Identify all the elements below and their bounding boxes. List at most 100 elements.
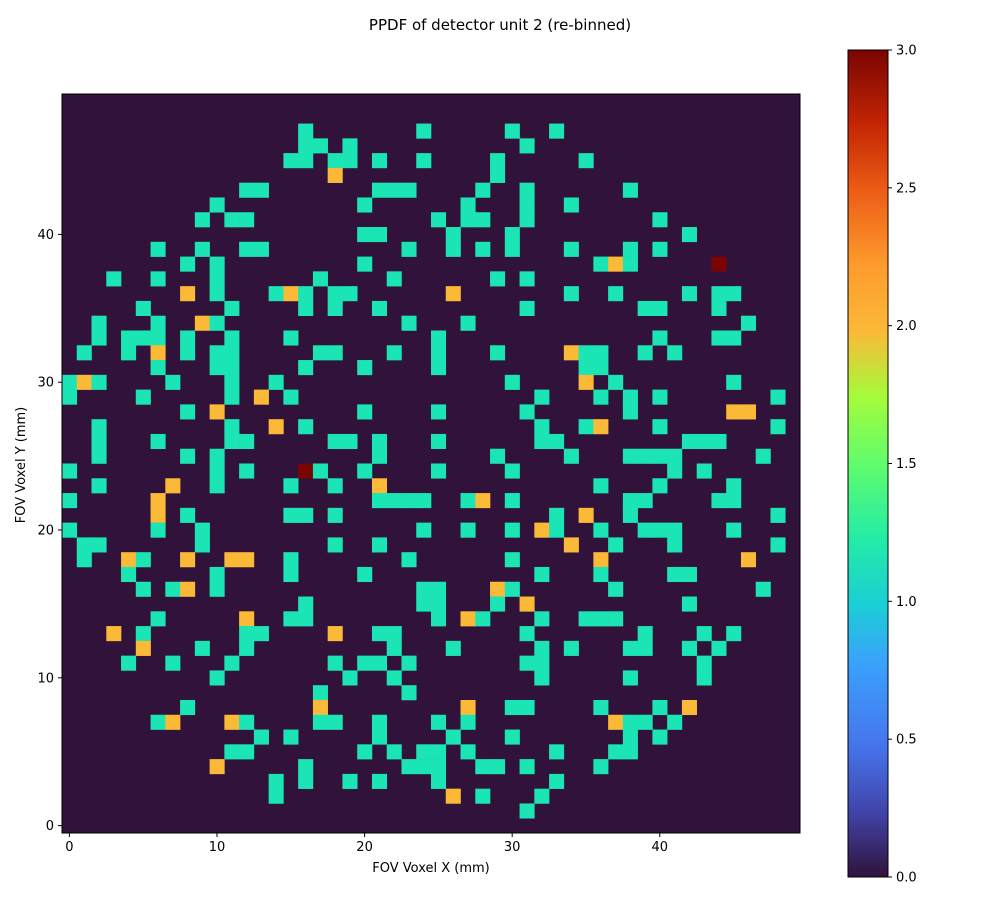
heatmap-cell — [504, 374, 520, 390]
heatmap-cell — [652, 419, 668, 435]
heatmap-cell — [445, 241, 461, 257]
heatmap-cell — [150, 522, 166, 538]
heatmap-cell — [637, 522, 653, 538]
heatmap-cell — [681, 433, 697, 450]
heatmap-cell — [150, 241, 166, 257]
heatmap-cell — [327, 714, 343, 730]
heatmap-cell — [490, 596, 506, 612]
colorbar-tick-label: 2.5 — [896, 181, 917, 196]
heatmap-cell — [224, 552, 240, 568]
heatmap-cell — [283, 566, 299, 583]
heatmap-cell — [519, 699, 535, 716]
heatmap-cell — [519, 197, 535, 213]
heatmap-cell — [224, 330, 240, 346]
heatmap-cell — [298, 138, 314, 154]
heatmap-cell — [327, 300, 343, 316]
heatmap-cell — [755, 448, 771, 464]
heatmap-cell — [504, 522, 520, 538]
heatmap-cell — [622, 507, 638, 523]
heatmap-cell — [534, 788, 550, 804]
heatmap-cell — [312, 714, 328, 730]
heatmap-cell — [770, 537, 786, 553]
heatmap-cell — [726, 404, 742, 420]
heatmap-cell — [622, 640, 638, 656]
heatmap-cell — [431, 404, 447, 420]
heatmap-cell — [401, 182, 417, 198]
heatmap-cell — [726, 522, 742, 538]
heatmap-cell — [209, 581, 225, 597]
heatmap-cell — [593, 522, 609, 538]
heatmap-cell — [622, 744, 638, 760]
heatmap-cell — [91, 419, 107, 435]
heatmap-cell — [239, 611, 255, 627]
heatmap-cell — [135, 330, 151, 346]
heatmap-cell — [504, 493, 520, 509]
heatmap-cell — [445, 640, 461, 656]
heatmap-cell — [342, 433, 358, 450]
heatmap-cell — [135, 389, 151, 405]
heatmap-cell — [165, 374, 181, 390]
heatmap-cell — [209, 286, 225, 302]
heatmap-cell — [431, 773, 447, 789]
heatmap-cell — [681, 227, 697, 243]
heatmap-cell — [239, 463, 255, 479]
heatmap-cell — [386, 493, 402, 509]
heatmap-cell — [194, 522, 210, 538]
heatmap-cell — [681, 596, 697, 612]
heatmap-cell — [667, 448, 683, 464]
heatmap-cell — [770, 389, 786, 405]
heatmap-cell — [342, 670, 358, 686]
heatmap-cell — [401, 685, 417, 701]
heatmap-cell — [608, 537, 624, 553]
heatmap-cell — [637, 626, 653, 642]
heatmap-cell — [312, 685, 328, 701]
heatmap-cell — [534, 640, 550, 656]
heatmap-cell — [460, 522, 476, 538]
heatmap-cell — [239, 626, 255, 642]
heatmap-cell — [253, 182, 269, 198]
heatmap-cell — [622, 714, 638, 730]
heatmap-cell — [76, 374, 92, 390]
heatmap-cell — [431, 611, 447, 627]
heatmap-cell — [298, 463, 314, 479]
heatmap-cell — [549, 123, 565, 139]
heatmap-cell — [239, 241, 255, 257]
heatmap-cell — [283, 611, 299, 627]
heatmap-cell — [224, 389, 240, 405]
x-tick-label: 40 — [652, 840, 669, 855]
heatmap-cell — [475, 182, 491, 198]
heatmap-cell — [667, 345, 683, 361]
heatmap-cell — [386, 271, 402, 287]
heatmap-cell — [239, 212, 255, 228]
heatmap-cell — [224, 212, 240, 228]
heatmap-cell — [519, 626, 535, 642]
heatmap-cell — [283, 389, 299, 405]
heatmap-cell — [445, 227, 461, 243]
heatmap-cell — [268, 286, 284, 302]
heatmap-cell — [121, 552, 137, 568]
heatmap-cell — [504, 581, 520, 597]
heatmap-cell — [209, 404, 225, 420]
heatmap-cell — [534, 655, 550, 671]
heatmap-cell — [371, 153, 388, 169]
heatmap-cell — [209, 256, 225, 272]
heatmap-cell — [357, 404, 373, 420]
heatmap-cell — [327, 655, 343, 671]
heatmap-cell — [91, 315, 107, 331]
heatmap-cell — [740, 404, 757, 420]
heatmap-cell — [593, 759, 609, 775]
heatmap-cell — [431, 345, 447, 361]
heatmap-cell — [504, 241, 520, 257]
heatmap-cell — [504, 699, 520, 716]
heatmap-cell — [431, 744, 447, 760]
heatmap-cell — [91, 537, 107, 553]
heatmap-cell — [150, 271, 166, 287]
heatmap-cell — [637, 300, 653, 316]
heatmap-cell — [460, 197, 476, 213]
heatmap-cell — [150, 507, 166, 523]
heatmap-cell — [386, 345, 402, 361]
heatmap-cell — [681, 286, 697, 302]
heatmap-cell — [165, 714, 181, 730]
heatmap-cell — [180, 345, 196, 361]
